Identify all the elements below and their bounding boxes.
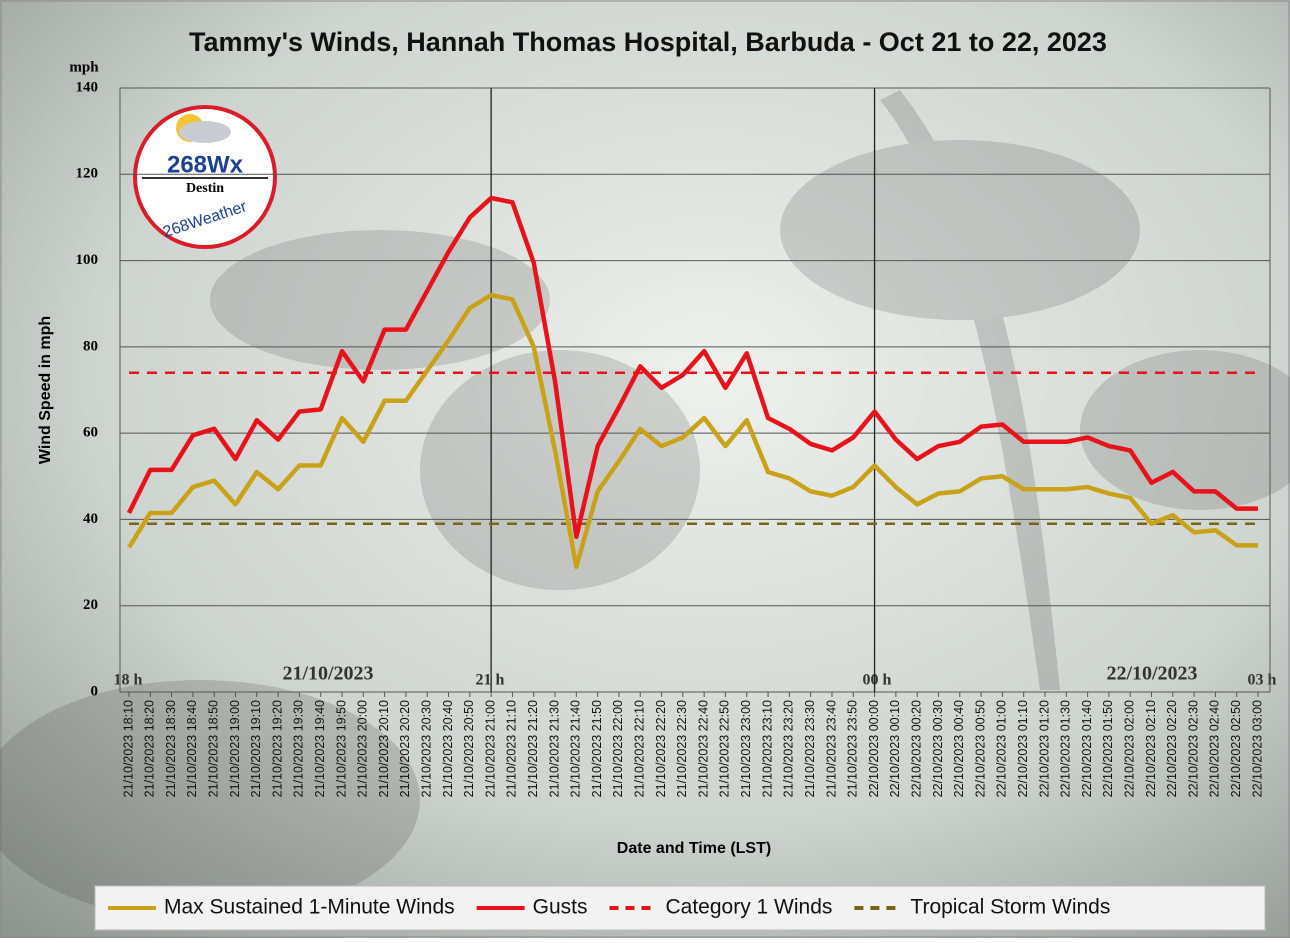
x-tick-label: 21/10/2023 22:20: [654, 700, 668, 797]
x-tick-label: 21/10/2023 22:10: [633, 700, 647, 797]
y-unit: mph: [69, 59, 99, 75]
chart-title: Tammy's Winds, Hannah Thomas Hospital, B…: [189, 27, 1107, 57]
x-tick-label: 21/10/2023 21:10: [505, 700, 519, 797]
x-tick-label: 21/10/2023 21:40: [569, 700, 583, 797]
x-tick-label: 21/10/2023 22:30: [675, 700, 689, 797]
y-tick-label: 100: [76, 252, 99, 268]
y-tick-label: 140: [76, 79, 99, 95]
x-tick-label: 22/10/2023 01:10: [1016, 700, 1030, 797]
logo-subtitle: Destin: [186, 181, 224, 196]
x-tick-label: 21/10/2023 18:20: [143, 700, 157, 797]
date-label: 21/10/2023: [282, 663, 373, 685]
x-tick-label: 21/10/2023 23:00: [739, 700, 753, 797]
x-tick-label: 22/10/2023 00:10: [888, 700, 902, 797]
x-tick-label: 21/10/2023 23:50: [846, 700, 860, 797]
x-tick-label: 21/10/2023 20:30: [420, 700, 434, 797]
x-tick-label: 21/10/2023 22:40: [696, 700, 710, 797]
x-tick-label: 22/10/2023 01:50: [1101, 700, 1115, 797]
legend-label: Max Sustained 1-Minute Winds: [164, 896, 455, 919]
x-tick-label: 22/10/2023 01:20: [1037, 700, 1051, 797]
x-tick-label: 21/10/2023 20:40: [441, 700, 455, 797]
x-tick-label: 22/10/2023 02:00: [1122, 700, 1136, 797]
x-tick-label: 21/10/2023 21:50: [590, 700, 604, 797]
x-tick-label: 22/10/2023 01:00: [995, 700, 1009, 797]
x-tick-label: 22/10/2023 02:20: [1165, 700, 1179, 797]
legend-label: Category 1 Winds: [666, 896, 833, 919]
x-tick-label: 21/10/2023 21:30: [547, 700, 561, 797]
x-tick-label: 21/10/2023 20:10: [377, 700, 391, 797]
x-tick-label: 22/10/2023 01:40: [1080, 700, 1094, 797]
x-tick-label: 21/10/2023 19:20: [270, 700, 284, 797]
y-tick-label: 20: [83, 597, 98, 613]
x-tick-label: 21/10/2023 22:00: [611, 700, 625, 797]
x-tick-label: 21/10/2023 19:00: [228, 700, 242, 797]
x-tick-label: 21/10/2023 22:50: [718, 700, 732, 797]
x-tick-label: 21/10/2023 20:50: [462, 700, 476, 797]
logo: 268Wx Destin 268Weather: [135, 107, 275, 247]
x-tick-label: 21/10/2023 19:10: [249, 700, 263, 797]
x-tick-label: 21/10/2023 23:30: [803, 700, 817, 797]
x-tick-label: 21/10/2023 19:30: [292, 700, 306, 797]
page: Tammy's Winds, Hannah Thomas Hospital, B…: [0, 0, 1290, 943]
y-tick-label: 80: [83, 338, 98, 354]
hour-label: 03 h: [1248, 672, 1277, 689]
x-tick-label: 21/10/2023 20:00: [356, 700, 370, 797]
legend-label: Tropical Storm Winds: [910, 896, 1110, 919]
x-tick-label: 21/10/2023 20:20: [398, 700, 412, 797]
x-tick-label: 21/10/2023 18:50: [207, 700, 221, 797]
chart: Tammy's Winds, Hannah Thomas Hospital, B…: [0, 0, 1290, 938]
x-tick-label: 22/10/2023 00:30: [931, 700, 945, 797]
y-tick-label: 0: [91, 683, 99, 699]
x-tick-label: 21/10/2023 21:20: [526, 700, 540, 797]
x-tick-label: 21/10/2023 23:10: [760, 700, 774, 797]
y-tick-label: 120: [76, 166, 99, 182]
x-tick-label: 22/10/2023 00:40: [952, 700, 966, 797]
x-tick-label: 21/10/2023 18:40: [185, 700, 199, 797]
x-tick-label: 22/10/2023 03:00: [1250, 700, 1264, 797]
hour-label: 21 h: [476, 672, 505, 689]
x-tick-label: 22/10/2023 00:00: [867, 700, 881, 797]
x-tick-label: 22/10/2023 00:20: [909, 700, 923, 797]
x-tick-label: 21/10/2023 19:40: [313, 700, 327, 797]
x-tick-label: 22/10/2023 02:30: [1186, 700, 1200, 797]
x-tick-label: 22/10/2023 00:50: [973, 700, 987, 797]
x-tick-label: 22/10/2023 01:30: [1059, 700, 1073, 797]
x-tick-label: 22/10/2023 02:50: [1229, 700, 1243, 797]
y-tick-label: 60: [83, 425, 98, 441]
x-axis-title: Date and Time (LST): [617, 840, 771, 857]
legend-label: Gusts: [533, 896, 588, 919]
y-tick-label: 40: [83, 511, 98, 527]
x-tick-label: 22/10/2023 02:40: [1208, 700, 1222, 797]
x-tick-label: 21/10/2023 18:30: [164, 700, 178, 797]
y-axis-title: Wind Speed in mph: [37, 316, 54, 464]
hour-label: 18 h: [114, 672, 143, 689]
x-tick-label: 21/10/2023 18:10: [121, 700, 135, 797]
x-tick-label: 21/10/2023 21:00: [483, 700, 497, 797]
hour-label: 00 h: [863, 672, 892, 689]
x-tick-label: 21/10/2023 19:50: [334, 700, 348, 797]
date-label: 22/10/2023: [1106, 663, 1197, 685]
x-tick-label: 22/10/2023 02:10: [1144, 700, 1158, 797]
x-tick-label: 21/10/2023 23:20: [782, 700, 796, 797]
x-tick-label: 21/10/2023 23:40: [824, 700, 838, 797]
logo-cloud: [179, 121, 231, 143]
